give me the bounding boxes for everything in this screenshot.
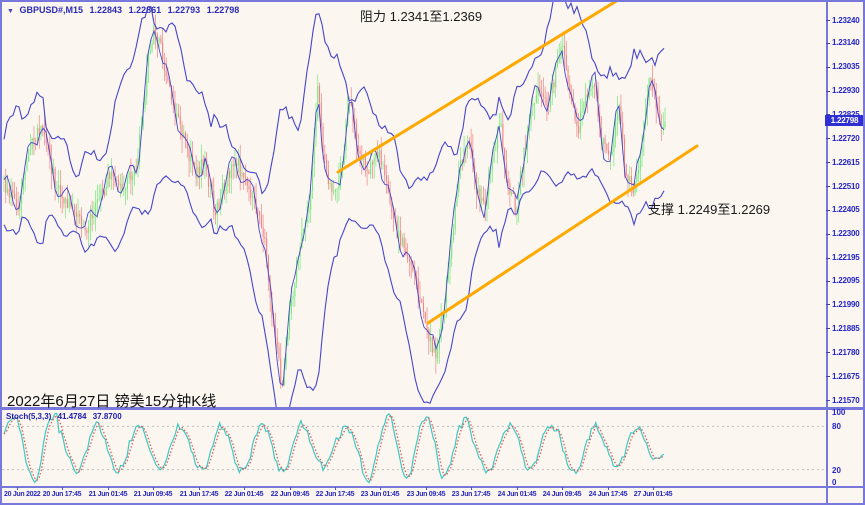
symbol-timeframe-label: GBPUSD#,M15	[19, 5, 83, 15]
stochastic-d-value: 37.8700	[92, 412, 122, 421]
bear-candle-bodies	[5, 25, 663, 386]
stoch-axis-label: 100	[832, 408, 846, 417]
time-axis-label: 22 Jun 01:45	[224, 491, 264, 498]
stoch-axis-label: 20	[832, 466, 841, 475]
time-axis-label: 27 Jun 01:45	[633, 491, 673, 498]
price-axis-label: 1.22615	[832, 158, 860, 167]
time-axis-tick	[244, 487, 245, 490]
time-axis-tick	[62, 487, 63, 490]
time-axis-label: 24 Jun 17:45	[588, 491, 628, 498]
current-price-tag: 1.22798	[825, 115, 863, 126]
price-axis-tick	[826, 304, 830, 305]
price-axis-label: 1.21990	[832, 300, 860, 309]
price-axis-label: 1.21570	[832, 396, 860, 405]
time-axis-tick	[471, 487, 472, 490]
price-axis-label: 1.23035	[832, 62, 860, 71]
time-axis-label: 23 Jun 01:45	[360, 491, 400, 498]
time-axis-label: 21 Jun 09:45	[133, 491, 173, 498]
time-axis-tick	[653, 487, 654, 490]
band-lower-line	[3, 167, 665, 407]
price-axis-label: 1.22095	[832, 276, 860, 285]
price-axis-tick	[826, 20, 830, 21]
price-axis-label: 1.23140	[832, 38, 860, 47]
time-axis-label: 22 Jun 09:45	[270, 491, 310, 498]
price-axis-tick	[826, 43, 830, 44]
time-axis-tick	[608, 487, 609, 490]
resistance-channel-line[interactable]	[336, 2, 618, 174]
price-axis-tick	[826, 162, 830, 163]
price-axis-tick	[826, 328, 830, 329]
high-value: 1.22861	[128, 5, 162, 15]
time-axis-label: 22 Jun 17:45	[315, 491, 355, 498]
stochastic-panel-canvas[interactable]	[2, 410, 826, 486]
close-value: 1.22798	[206, 5, 240, 15]
time-axis-label: 24 Jun 09:45	[542, 491, 582, 498]
stoch-k-line	[3, 412, 665, 484]
main-chart-canvas[interactable]	[2, 2, 826, 407]
price-axis-label: 1.21885	[832, 324, 860, 333]
time-axis-label: 21 Jun 01:45	[88, 491, 128, 498]
support-annotation: 支撑 1.2249至1.2269	[648, 202, 771, 217]
ohlc-header: ▼ GBPUSD#,M15 1.22843 1.22861 1.22793 1.…	[7, 5, 243, 15]
price-axis-label: 1.21675	[832, 372, 860, 381]
price-axis-label: 1.22510	[832, 182, 860, 191]
price-axis-label: 1.22825	[832, 110, 860, 119]
price-axis-tick	[826, 281, 830, 282]
time-axis-divider	[2, 486, 863, 488]
price-axis-label: 1.22930	[832, 86, 860, 95]
time-axis-tick	[108, 487, 109, 490]
time-axis-tick	[380, 487, 381, 490]
price-axis-label: 1.22720	[832, 134, 860, 143]
chart-caption: 2022年6月27日 镑美15分钟K线	[7, 393, 217, 410]
stochastic-header: Stoch(5,3,3) 41.4784 37.8700	[6, 412, 126, 421]
price-axis-tick	[826, 400, 830, 401]
stoch-d-line	[3, 414, 665, 482]
stochastic-k-value: 41.4784	[57, 412, 87, 421]
price-axis-label: 1.22195	[832, 253, 860, 262]
resistance-annotation: 阻力 1.2341至1.2369	[360, 9, 483, 24]
time-axis-label: 23 Jun 17:45	[451, 491, 491, 498]
price-axis-tick	[826, 234, 830, 235]
price-axis-label: 1.22405	[832, 205, 860, 214]
price-axis-tick	[826, 67, 830, 68]
time-axis-tick	[290, 487, 291, 490]
stoch-axis-label: 80	[832, 422, 841, 431]
time-axis-label: 20 Jun 2022	[4, 491, 41, 498]
time-axis-label: 21 Jun 17:45	[179, 491, 219, 498]
stoch-axis-label: 0	[832, 478, 837, 487]
bear-candle-wicks	[5, 14, 662, 389]
time-axis-tick	[17, 487, 18, 490]
panel-divider[interactable]	[2, 407, 863, 410]
price-axis-tick	[826, 186, 830, 187]
price-axis-tick	[826, 114, 830, 115]
bull-candle-wicks	[3, 17, 666, 386]
time-axis-tick	[153, 487, 154, 490]
time-axis-tick	[517, 487, 518, 490]
time-axis-label: 20 Jun 17:45	[42, 491, 82, 498]
low-value: 1.22793	[167, 5, 201, 15]
price-axis-separator	[826, 2, 828, 503]
band-middle-line	[3, 29, 665, 387]
price-axis-label: 1.21780	[832, 348, 860, 357]
price-axis-tick	[826, 91, 830, 92]
support-channel-line[interactable]	[426, 144, 699, 325]
band-upper-line	[3, 2, 665, 195]
time-axis-tick	[199, 487, 200, 490]
open-value: 1.22843	[89, 5, 123, 15]
time-axis-tick	[562, 487, 563, 490]
time-axis-label: 24 Jun 01:45	[497, 491, 537, 498]
price-axis-tick	[826, 210, 830, 211]
collapse-arrow-icon[interactable]: ▼	[7, 8, 14, 15]
price-axis-tick	[826, 376, 830, 377]
stochastic-label: Stoch(5,3,3)	[6, 412, 52, 421]
time-axis-label: 23 Jun 09:45	[406, 491, 446, 498]
price-axis-tick	[826, 258, 830, 259]
price-axis-tick	[826, 138, 830, 139]
price-axis-label: 1.22300	[832, 229, 860, 238]
time-axis-tick	[335, 487, 336, 490]
price-axis-tick	[826, 352, 830, 353]
price-axis-label: 1.23240	[832, 16, 860, 25]
time-axis-tick	[426, 487, 427, 490]
